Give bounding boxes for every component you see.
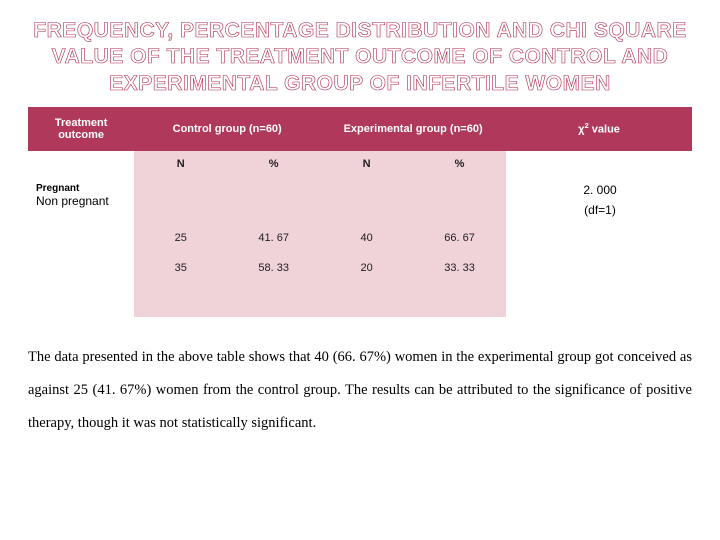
- results-table: Treatment outcome Control group (n=60) E…: [28, 107, 692, 317]
- th-p1: %: [227, 151, 320, 177]
- row-labels: Pregnant Non pregnant: [28, 177, 134, 223]
- summary-paragraph: The data presented in the above table sh…: [28, 341, 692, 441]
- cell-pad: [413, 283, 506, 317]
- cell-blank: [506, 283, 692, 317]
- cell-empty: [413, 177, 506, 223]
- cell-blank: [28, 283, 134, 317]
- th-n1: N: [134, 151, 227, 177]
- cell-cp-0: 41. 67: [227, 223, 320, 253]
- cell-blank: [506, 223, 692, 253]
- page-title: FREQUENCY, PERCENTAGE DISTRIBUTION AND C…: [28, 18, 692, 97]
- chi-value-cell: 2. 000 (df=1): [506, 177, 692, 223]
- th-p2: %: [413, 151, 506, 177]
- cell-pad: [134, 283, 227, 317]
- th-control: Control group (n=60): [134, 107, 320, 151]
- cell-blank: [28, 223, 134, 253]
- th-chi: χ2 value: [506, 107, 692, 151]
- cell-pad: [227, 283, 320, 317]
- cell-en-0: 40: [320, 223, 413, 253]
- th-blank: [28, 151, 134, 177]
- cell-blank: [506, 253, 692, 283]
- th-treatment: Treatment outcome: [28, 107, 134, 151]
- cell-empty: [134, 177, 227, 223]
- cell-blank: [28, 253, 134, 283]
- cell-cn-0: 25: [134, 223, 227, 253]
- cell-ep-0: 66. 67: [413, 223, 506, 253]
- cell-en-1: 20: [320, 253, 413, 283]
- th-chi-blank: [506, 151, 692, 177]
- cell-empty: [227, 177, 320, 223]
- th-n2: N: [320, 151, 413, 177]
- cell-empty: [320, 177, 413, 223]
- cell-cp-1: 58. 33: [227, 253, 320, 283]
- cell-cn-1: 35: [134, 253, 227, 283]
- th-experimental: Experimental group (n=60): [320, 107, 506, 151]
- cell-pad: [320, 283, 413, 317]
- cell-ep-1: 33. 33: [413, 253, 506, 283]
